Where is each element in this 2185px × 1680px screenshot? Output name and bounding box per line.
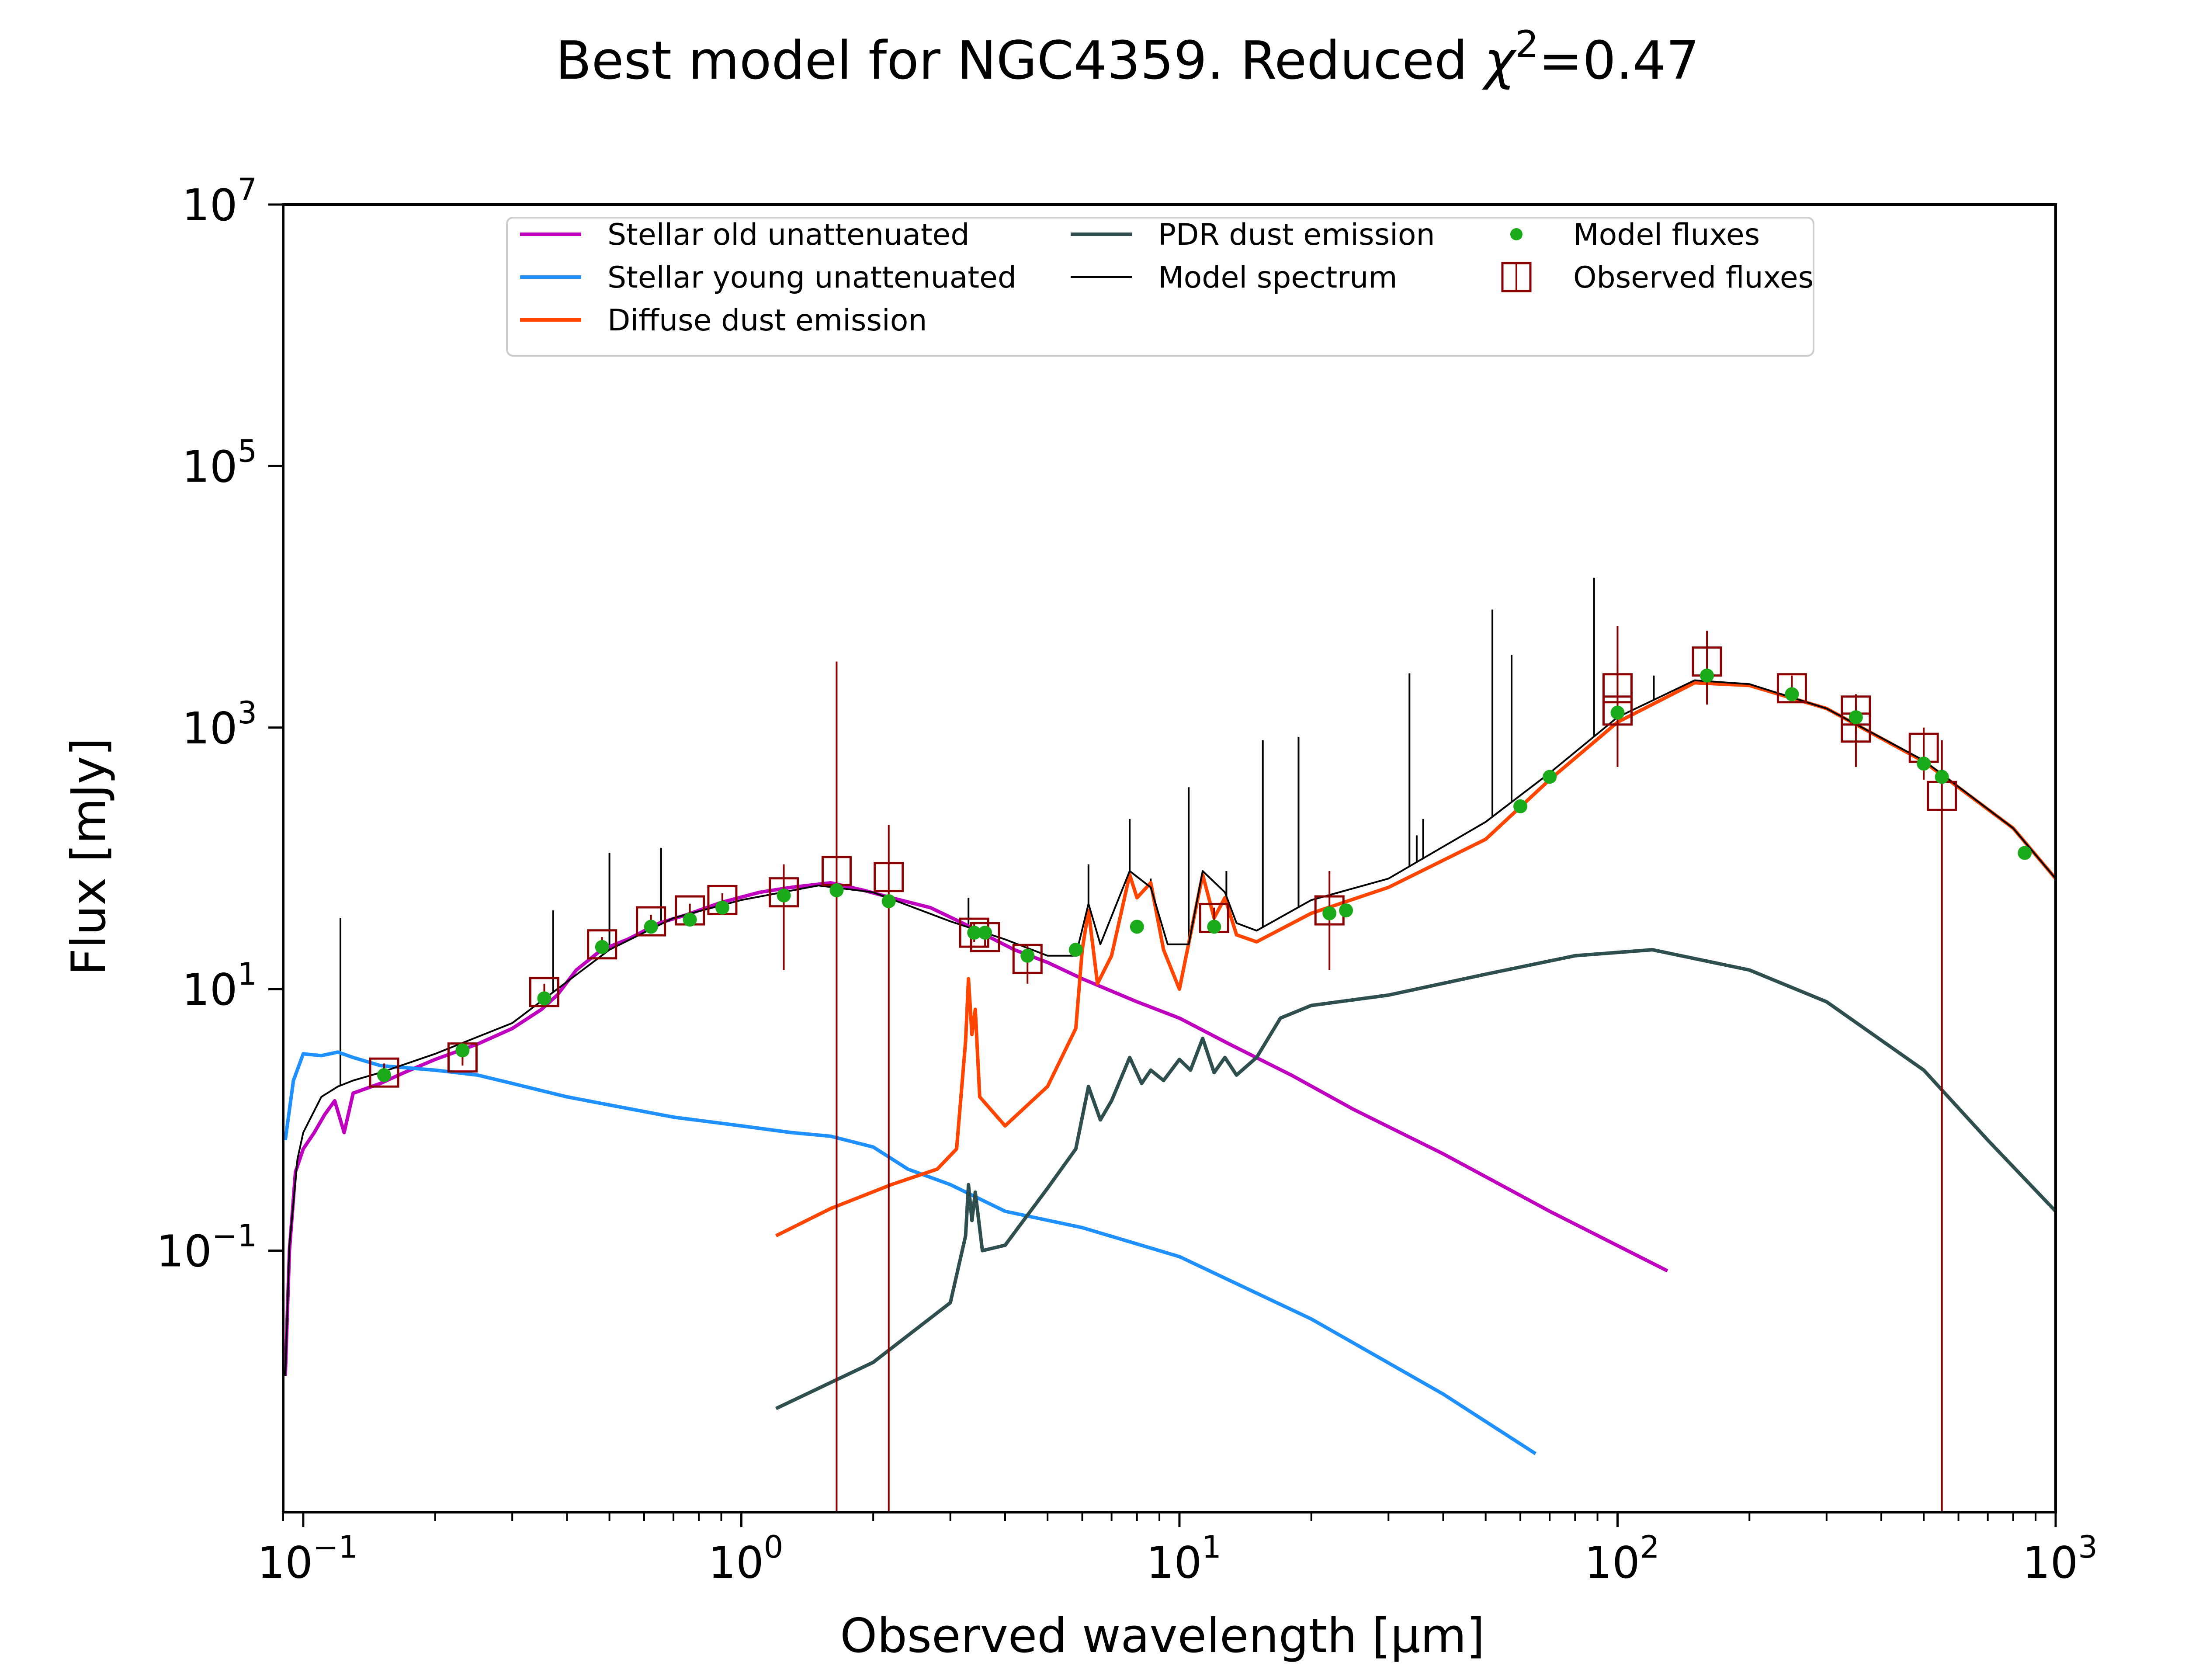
model-flux-point-23 <box>1849 710 1863 725</box>
x-tick-label-4: 103 <box>2022 1529 2098 1588</box>
model-flux-point-17 <box>1339 903 1353 918</box>
legend: Stellar old unattenuated Stellar young un… <box>506 217 1814 357</box>
x-tick-label-1: 100 <box>708 1529 784 1588</box>
model-flux-point-25 <box>1935 770 1949 784</box>
legend-label: Observed fluxes <box>1573 260 1814 295</box>
model-flux-point-9 <box>881 894 896 909</box>
legend-label: Model spectrum <box>1158 260 1398 295</box>
y-tick-label-2: 103 <box>182 695 257 754</box>
legend-box <box>506 217 1814 357</box>
legend-item-stellar-young-unattenuated: Stellar young unattenuated <box>520 260 1016 295</box>
series-layer <box>283 577 2056 1455</box>
axes-layer: 10−1 100 101 102 103 10−1 101 103 105 107 <box>156 172 2098 1588</box>
plot-frame <box>282 203 2057 1513</box>
model-flux-point-13 <box>1068 943 1083 957</box>
model-flux-point-26 <box>2018 846 2032 860</box>
legend-item-model-spectrum: Model spectrum <box>1071 260 1398 295</box>
model-flux-point-22 <box>1785 687 1799 701</box>
model-flux-point-21 <box>1700 668 1714 683</box>
model-flux-point-14 <box>1130 920 1144 934</box>
model-flux-point-18 <box>1513 799 1528 813</box>
model-flux-point-19 <box>1543 770 1557 784</box>
y-tick-label-1: 101 <box>182 956 257 1015</box>
observed-flux-marker-2 <box>529 977 559 1007</box>
model-flux-point-4 <box>644 920 658 934</box>
y-tick-label-0: 10−1 <box>156 1218 257 1277</box>
model-flux-point-3 <box>595 940 609 954</box>
model-flux-point-24 <box>1917 757 1931 771</box>
observed-flux-marker-12 <box>1012 944 1043 974</box>
model-flux-point-1 <box>455 1043 470 1058</box>
series-stellar-young-unattenuated <box>283 1050 1537 1455</box>
observed-flux-marker-0 <box>369 1057 399 1088</box>
legend-swatch <box>1510 228 1523 240</box>
legend-label: Diffuse dust emission <box>607 303 927 338</box>
legend-item-pdr-dust-emission: PDR dust emission <box>1071 218 1435 252</box>
y-tick-label-4: 107 <box>182 172 257 231</box>
model-flux-point-5 <box>683 913 697 927</box>
observed-flux-marker-18 <box>1776 673 1807 704</box>
observed-flux-marker-9 <box>874 862 904 892</box>
legend-label: Model fluxes <box>1573 218 1760 252</box>
legend-item-model-fluxes: Model fluxes <box>1510 218 1760 252</box>
x-tick-label-2: 101 <box>1146 1529 1221 1588</box>
model-flux-point-20 <box>1610 705 1625 720</box>
series-model-spectrum <box>284 679 2056 1376</box>
observed-flux-marker-7 <box>769 877 799 908</box>
model-flux-point-8 <box>829 883 844 898</box>
legend-label: Stellar old unattenuated <box>607 218 970 252</box>
x-tick-label-0: 10−1 <box>257 1529 358 1588</box>
observed-flux-marker-16 <box>1602 695 1633 726</box>
model-flux-point-16 <box>1322 906 1337 920</box>
observed-flux-marker-3 <box>587 929 617 960</box>
model-flux-point-7 <box>777 888 791 902</box>
observed-flux-marker-4 <box>636 906 666 937</box>
series-pdr-dust-emission <box>775 948 2056 1410</box>
model-flux-point-6 <box>715 900 729 915</box>
model-flux-point-2 <box>537 991 551 1006</box>
series-stellar-old-unattenuated <box>283 881 1668 1376</box>
model-flux-point-15 <box>1207 920 1221 934</box>
legend-item-observed-fluxes: Observed fluxes <box>1501 260 1814 295</box>
model-flux-point-0 <box>377 1068 392 1082</box>
legend-item-stellar-old-unattenuated: Stellar old unattenuated <box>520 218 970 252</box>
y-tick-label-3: 105 <box>182 433 257 492</box>
chart-title: Best model for NGC4359. Reduced χ2=0.47 <box>555 23 1699 91</box>
legend-label: PDR dust emission <box>1158 218 1435 252</box>
legend-item-diffuse-dust-emission: Diffuse dust emission <box>520 303 927 338</box>
model-flux-point-12 <box>1020 948 1035 963</box>
model-flux-point-11 <box>978 926 992 940</box>
x-axis-label: Observed wavelength [μm] <box>840 1609 1485 1663</box>
markers-layer <box>369 625 2032 1512</box>
x-tick-label-3: 102 <box>1585 1529 1660 1588</box>
model-flux-point-10 <box>967 926 982 940</box>
series-diffuse-dust-emission <box>775 681 2056 1238</box>
legend-label: Stellar young unattenuated <box>607 260 1016 295</box>
y-axis-label: Flux [mJy] <box>62 738 116 975</box>
